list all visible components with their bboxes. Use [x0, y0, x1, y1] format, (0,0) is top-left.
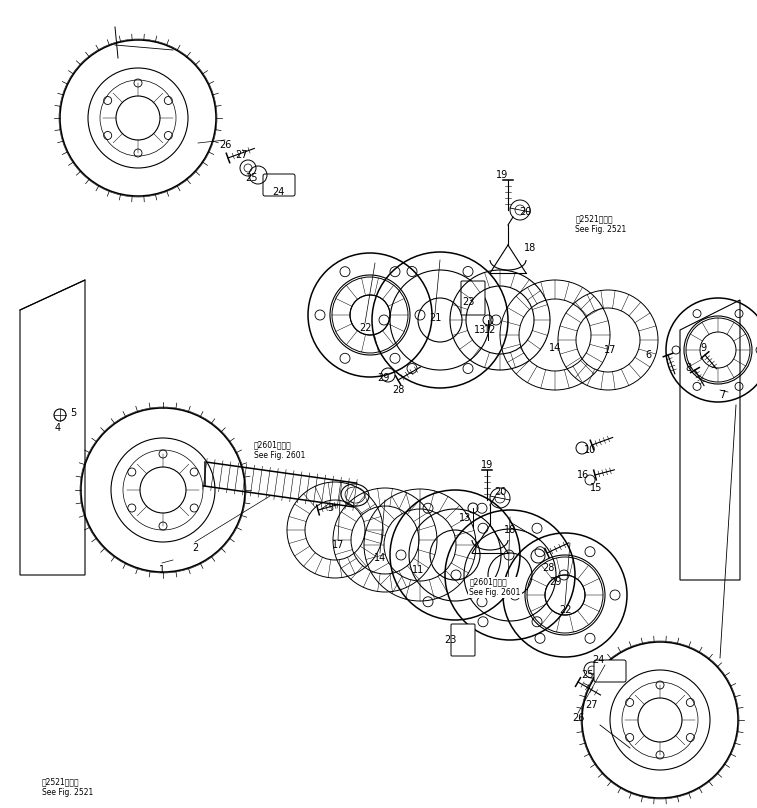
Text: 7: 7 — [719, 390, 725, 400]
Text: 27: 27 — [586, 700, 598, 710]
Text: 3: 3 — [327, 503, 333, 513]
Text: 27: 27 — [235, 150, 248, 160]
Text: 10: 10 — [584, 445, 596, 455]
Text: 29: 29 — [377, 373, 389, 383]
Text: 19: 19 — [481, 460, 493, 470]
Text: 17: 17 — [604, 345, 616, 355]
Text: 16: 16 — [577, 470, 589, 480]
Text: 26: 26 — [219, 140, 231, 150]
Text: 8: 8 — [685, 363, 691, 373]
Text: 25: 25 — [246, 173, 258, 183]
Polygon shape — [680, 300, 740, 580]
FancyBboxPatch shape — [461, 281, 485, 315]
Text: 14: 14 — [374, 553, 386, 563]
FancyBboxPatch shape — [451, 624, 475, 656]
Text: 20: 20 — [519, 207, 531, 217]
Text: 21: 21 — [428, 313, 441, 323]
Text: 13: 13 — [474, 325, 486, 335]
Text: 24: 24 — [592, 655, 604, 665]
Text: 2: 2 — [192, 543, 198, 553]
Text: 26: 26 — [572, 713, 584, 723]
Text: 14: 14 — [549, 343, 561, 353]
Text: 9: 9 — [700, 343, 706, 353]
Text: 21: 21 — [502, 585, 514, 595]
Text: 23: 23 — [444, 635, 456, 645]
Text: 22: 22 — [559, 605, 572, 615]
Text: 25: 25 — [581, 670, 594, 680]
FancyBboxPatch shape — [263, 174, 295, 196]
Text: 18: 18 — [504, 525, 516, 535]
Text: 围2601図参照
See Fig. 2601: 围2601図参照 See Fig. 2601 — [254, 440, 305, 460]
Text: 18: 18 — [524, 243, 536, 253]
Text: 4: 4 — [55, 423, 61, 433]
Text: 13: 13 — [459, 513, 471, 523]
Text: 22: 22 — [359, 323, 371, 333]
Text: 15: 15 — [590, 483, 602, 493]
Polygon shape — [20, 280, 85, 575]
Text: 28: 28 — [542, 563, 554, 573]
Text: 围2521図参照
See Fig. 2521: 围2521図参照 See Fig. 2521 — [575, 214, 627, 234]
Text: 围2521図参照
See Fig. 2521: 围2521図参照 See Fig. 2521 — [42, 777, 93, 797]
Text: 1: 1 — [159, 565, 165, 575]
Text: 6: 6 — [645, 350, 651, 360]
Text: 24: 24 — [272, 187, 284, 197]
Text: 17: 17 — [332, 540, 344, 550]
Text: 12: 12 — [484, 325, 496, 335]
Text: 围2601図参照
See Fig. 2601: 围2601図参照 See Fig. 2601 — [469, 578, 521, 597]
Text: 28: 28 — [392, 385, 404, 395]
Text: 5: 5 — [70, 408, 76, 418]
Text: 11: 11 — [412, 565, 424, 575]
Text: 19: 19 — [496, 170, 508, 180]
Text: 29: 29 — [549, 577, 561, 587]
FancyBboxPatch shape — [594, 660, 626, 682]
Text: 20: 20 — [494, 487, 506, 497]
Text: 23: 23 — [462, 297, 474, 307]
